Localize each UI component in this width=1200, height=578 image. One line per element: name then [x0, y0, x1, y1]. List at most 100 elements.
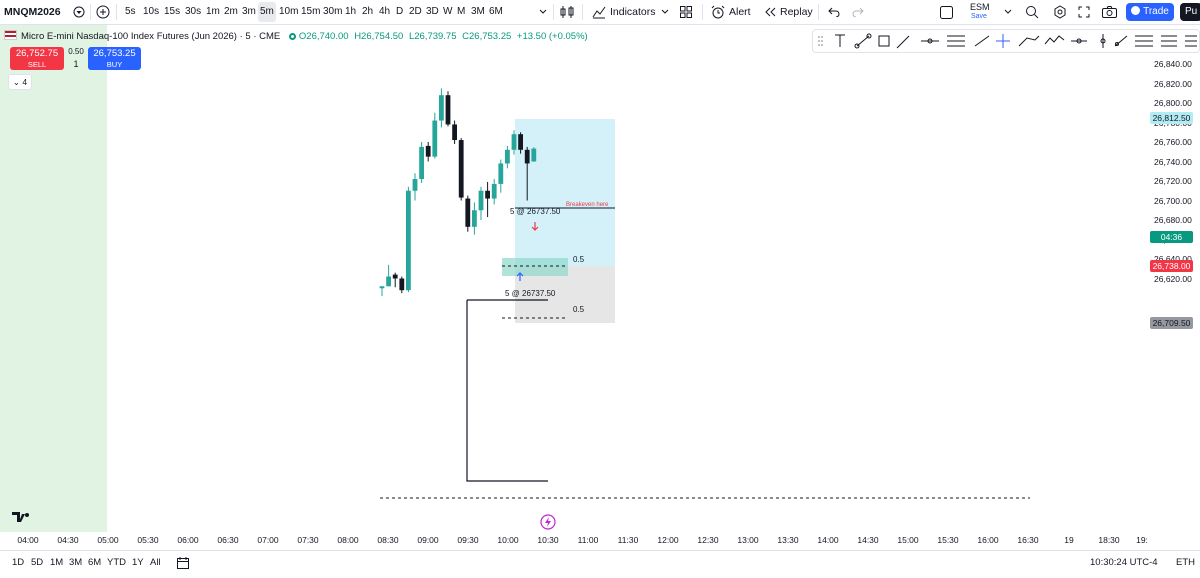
sell-button[interactable]: 26,752.75 SELL: [10, 47, 64, 70]
separator: [553, 4, 554, 20]
chevron-down-icon: ⌄: [12, 77, 20, 87]
symbol-dropdown-icon[interactable]: [72, 4, 86, 20]
pitchfork-tool-icon[interactable]: [1018, 35, 1040, 47]
range-5d[interactable]: 5D: [31, 557, 44, 568]
extended-line-tool-icon[interactable]: [1114, 35, 1128, 47]
measure-tool-icon[interactable]: [1161, 35, 1177, 47]
timeframe-3m[interactable]: 3m: [242, 6, 256, 17]
long-position-tool-icon[interactable]: [1185, 35, 1197, 47]
range-1m[interactable]: 1M: [50, 557, 64, 568]
layout-name[interactable]: ESM: [970, 2, 990, 12]
candle-body: [379, 286, 385, 289]
fullscreen-icon[interactable]: [1076, 4, 1092, 20]
timeframe-3M[interactable]: 3M: [471, 6, 485, 17]
save-button[interactable]: Save: [971, 13, 987, 20]
chevron-down-icon[interactable]: [660, 6, 670, 18]
timeframe-5s[interactable]: 5s: [125, 6, 136, 17]
quick-search-icon[interactable]: [1024, 4, 1040, 20]
calendar-icon[interactable]: [176, 556, 190, 570]
range-ytd[interactable]: YTD: [107, 557, 126, 568]
quantity-input[interactable]: 1: [73, 59, 79, 69]
trade-button[interactable]: Trade: [1126, 3, 1174, 21]
range-1y[interactable]: 1Y: [132, 557, 144, 568]
price-label: 26,840.00: [1154, 59, 1192, 69]
timeframe-15m[interactable]: 15m: [301, 6, 321, 17]
ray-tool-icon[interactable]: [974, 35, 990, 47]
symbol-search[interactable]: MNQM2026: [4, 6, 61, 18]
indicators-collapse-button[interactable]: ⌄ 4: [8, 74, 32, 90]
timeframe-10s[interactable]: 10s: [143, 6, 160, 17]
timeframe-10m[interactable]: 10m: [279, 6, 299, 17]
timeframe-2D[interactable]: 2D: [409, 6, 422, 17]
session-label[interactable]: ETH: [1176, 557, 1195, 568]
timeframe-1h[interactable]: 1h: [345, 6, 357, 17]
layouts-icon[interactable]: [678, 4, 694, 20]
crosshair-tool-icon[interactable]: [996, 34, 1010, 48]
fib-retracement-tool-icon[interactable]: [947, 35, 965, 47]
replay-icon[interactable]: [763, 5, 777, 19]
clock-display[interactable]: 10:30:24 UTC-4: [1090, 557, 1158, 568]
rectangle-tool-icon[interactable]: [878, 35, 890, 47]
timeframe-3D[interactable]: 3D: [426, 6, 439, 17]
target-zone: [515, 119, 615, 266]
buy-button[interactable]: 26,753.25 BUY: [88, 47, 141, 70]
chart-legend: Micro E-mini Nasdaq-100 Index Futures (J…: [4, 29, 588, 45]
time-label: 12:00: [657, 535, 679, 545]
instrument-title[interactable]: Micro E-mini Nasdaq-100 Index Futures (J…: [21, 31, 281, 42]
timeframe-15s[interactable]: 15s: [164, 6, 181, 17]
timeframe-6M[interactable]: 6M: [489, 6, 503, 17]
candle-body: [524, 149, 530, 164]
add-symbol-icon[interactable]: [95, 4, 111, 20]
timeframe-4h[interactable]: 4h: [379, 6, 391, 17]
pattern-tool-icon[interactable]: [1044, 35, 1065, 45]
price-axis[interactable]: 26,840.0026,820.0026,800.0026,780.0026,7…: [1146, 52, 1200, 528]
redo-icon[interactable]: [850, 4, 866, 20]
chevron-down-icon[interactable]: [1003, 6, 1013, 18]
time-label: 10:30: [537, 535, 559, 545]
settings-gear-icon[interactable]: [1052, 4, 1068, 20]
chevron-down-icon[interactable]: [538, 6, 548, 18]
separator: [582, 4, 583, 20]
chart-type-icon[interactable]: [558, 4, 576, 20]
fib-channel-tool-icon[interactable]: [1135, 35, 1153, 47]
candle-body: [445, 95, 451, 125]
timeframe-W[interactable]: W: [443, 6, 453, 17]
indicators-icon[interactable]: [591, 4, 607, 20]
replay-button[interactable]: Replay: [780, 6, 813, 18]
indicators-button[interactable]: Indicators: [610, 6, 656, 18]
lightning-icon[interactable]: [540, 514, 556, 530]
time-axis[interactable]: 04:00 04:30 05:00 05:30 06:00 06:30 07:00 07:30…: [0, 532, 1148, 548]
vertical-line-tool-icon[interactable]: [1100, 34, 1106, 48]
candle-body: [518, 134, 523, 150]
layout-square-icon[interactable]: [938, 4, 954, 20]
price-range-tool-icon[interactable]: [1071, 38, 1087, 44]
timeframe-M[interactable]: M: [457, 6, 466, 17]
sell-arrow-icon: [531, 222, 539, 231]
range-all[interactable]: All: [150, 557, 161, 568]
timeframe-2h[interactable]: 2h: [362, 6, 374, 17]
text-tool-icon[interactable]: [835, 34, 845, 47]
timeframe-1m[interactable]: 1m: [206, 6, 220, 17]
camera-icon[interactable]: [1101, 4, 1117, 20]
trend-line-tool-icon[interactable]: [854, 33, 872, 49]
timeframe-30s[interactable]: 30s: [185, 6, 202, 17]
horizontal-line-tool-icon[interactable]: [921, 38, 939, 44]
range-1d[interactable]: 1D: [12, 557, 25, 568]
candle-body: [392, 274, 398, 279]
timeframe-5m[interactable]: 5m: [258, 2, 276, 22]
timeframe-D[interactable]: D: [396, 6, 404, 17]
timeframe-30m[interactable]: 30m: [323, 6, 343, 17]
entry-label-bottom: 5 @ 26737.50: [505, 289, 556, 298]
timeframe-2m[interactable]: 2m: [224, 6, 238, 17]
range-3m[interactable]: 3M: [69, 557, 83, 568]
alarm-clock-icon[interactable]: [710, 4, 726, 20]
publish-button[interactable]: Pu: [1180, 3, 1200, 21]
undo-icon[interactable]: [826, 4, 842, 20]
chart-pane[interactable]: Breakeven here 5 @ 26737.50 5 @ 26737.50…: [0, 0, 1146, 532]
drag-handle-icon[interactable]: [818, 36, 823, 46]
range-6m[interactable]: 6M: [88, 557, 102, 568]
candle-body: [432, 120, 438, 157]
alert-button[interactable]: Alert: [729, 6, 751, 18]
candles-layer: [379, 88, 537, 297]
brush-tool-icon[interactable]: [896, 35, 910, 49]
